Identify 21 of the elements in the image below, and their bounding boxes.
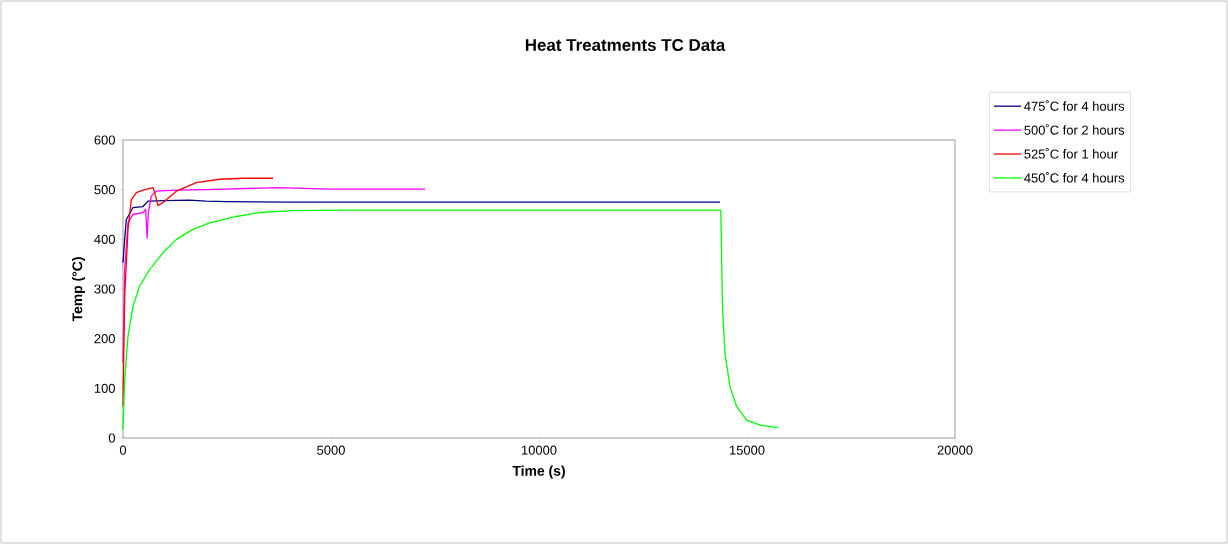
y-tick-label: 400 <box>94 234 115 244</box>
y-tick-label: 100 <box>94 383 115 393</box>
line-series <box>122 177 274 407</box>
x-tick-label: 0 <box>119 445 127 455</box>
legend-label: 475˚C for 4 hours <box>1024 100 1125 111</box>
y-tick-label: 500 <box>94 185 115 195</box>
legend-label: 525˚C for 1 hour <box>1024 148 1118 159</box>
x-axis-title: Time (s) <box>512 465 565 479</box>
legend-label: 500˚C for 2 hours <box>1024 124 1125 135</box>
legend-label: 450˚C for 4 hours <box>1024 171 1125 183</box>
y-tick-label: 200 <box>94 334 115 344</box>
y-tick-label: 600 <box>94 135 115 145</box>
y-axis-title: Temp (°C) <box>72 257 86 322</box>
y-tick-label: 0 <box>108 433 115 443</box>
x-tick-label: 15000 <box>729 445 765 455</box>
line-series <box>122 187 426 364</box>
x-tick-label: 5000 <box>317 445 345 455</box>
y-tick-label: 300 <box>94 284 115 294</box>
x-tick-label: 10000 <box>521 445 557 455</box>
x-tick-label: 20000 <box>937 445 973 455</box>
chart-title: Heat Treatments TC Data <box>525 39 726 51</box>
